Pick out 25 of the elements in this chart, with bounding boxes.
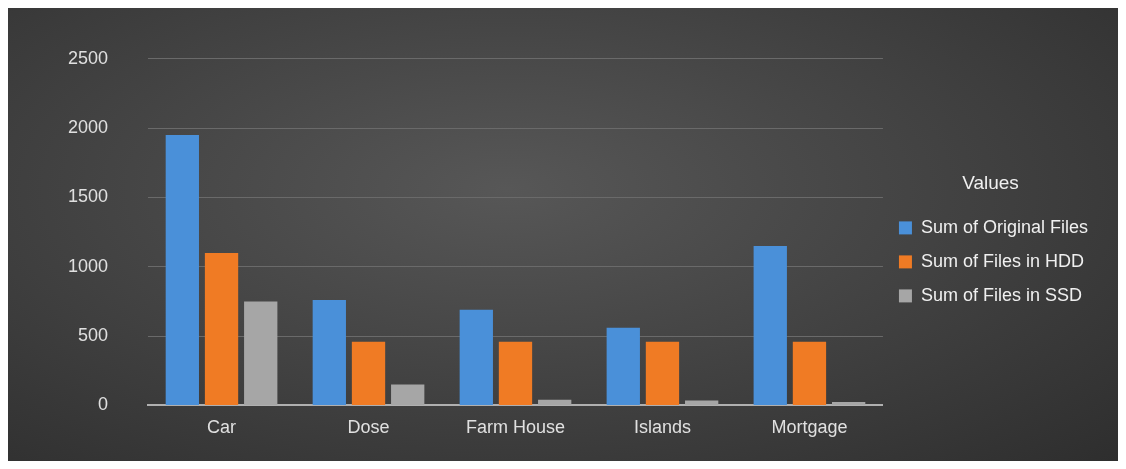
x-tick-label: Mortgage	[771, 417, 848, 438]
bar	[606, 327, 640, 405]
legend-label: Sum of Original Files	[920, 216, 1089, 237]
y-tick-label: 1500	[68, 186, 109, 207]
y-tick-label: 2500	[68, 47, 109, 68]
legend-label: Sum of Files in HDD	[920, 250, 1084, 271]
bar	[645, 341, 680, 405]
bar	[498, 341, 533, 405]
bar	[204, 252, 239, 405]
bar	[792, 341, 827, 405]
bar	[753, 245, 787, 405]
bar	[459, 309, 493, 405]
legend-title: Values	[962, 171, 1019, 193]
y-tick-label: 0	[98, 394, 109, 415]
bar	[351, 341, 386, 405]
legend-label: Sum of Files in SSD	[920, 284, 1083, 305]
bar	[312, 300, 346, 405]
x-tick-label: Car	[207, 417, 237, 438]
y-tick-label: 2000	[68, 117, 109, 138]
bar	[165, 135, 199, 405]
y-tick-label: 500	[78, 325, 109, 346]
y-tick-label: 1000	[68, 255, 109, 276]
x-tick-label: Islands	[633, 417, 691, 438]
x-tick-label: Farm House	[465, 417, 566, 438]
x-tick-label: Dose	[347, 417, 390, 438]
